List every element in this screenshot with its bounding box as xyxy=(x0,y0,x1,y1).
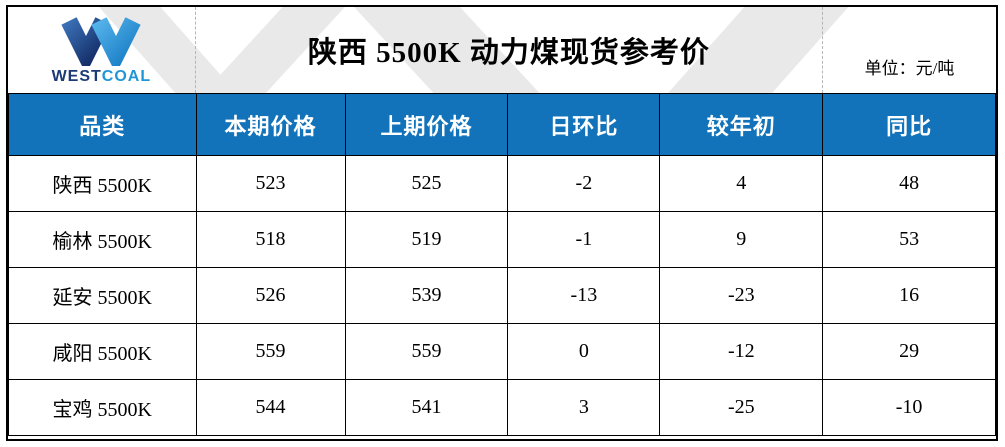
table-body: 陕西 5500K 523 525 -2 4 48 榆林 5500K 518 51… xyxy=(8,155,996,436)
cell-dod: -2 xyxy=(507,155,661,212)
cell-previous: 525 xyxy=(344,155,509,212)
brand-logo: WESTCOAL xyxy=(8,7,196,93)
cell-current: 544 xyxy=(195,379,346,436)
cell-yoy: -10 xyxy=(822,379,996,436)
column-header-ytd: 较年初 xyxy=(659,93,824,156)
unit-label: 单位：元/吨 xyxy=(864,59,955,78)
table-row: 咸阳 5500K 559 559 0 -12 29 xyxy=(8,323,996,380)
banner: WESTCOAL 陕西 5500K 动力煤现货参考价 单位：元/吨 xyxy=(8,7,996,93)
column-header-yoy: 同比 xyxy=(822,93,996,156)
brand-name-coal: COAL xyxy=(101,68,152,85)
cell-category: 延安 5500K xyxy=(8,267,197,324)
westcoal-logo-icon xyxy=(61,17,141,66)
report-card: WESTCOAL 陕西 5500K 动力煤现货参考价 单位：元/吨 品类 本期价… xyxy=(6,5,998,441)
cell-dod: -1 xyxy=(507,211,661,268)
header-row: 品类 本期价格 上期价格 日环比 较年初 同比 xyxy=(8,93,996,156)
brand-name-west: WEST xyxy=(51,68,102,85)
price-table: 品类 本期价格 上期价格 日环比 较年初 同比 陕西 5500K 523 525… xyxy=(8,93,996,436)
unit-area: 单位：元/吨 xyxy=(823,7,996,93)
page-title: 陕西 5500K 动力煤现货参考价 xyxy=(307,37,710,69)
cell-category: 陕西 5500K xyxy=(8,155,197,212)
cell-previous: 539 xyxy=(344,267,509,324)
cell-current: 518 xyxy=(195,211,346,268)
cell-category: 宝鸡 5500K xyxy=(8,379,197,436)
column-header-dod: 日环比 xyxy=(507,93,661,156)
column-header-category: 品类 xyxy=(8,93,197,156)
cell-previous: 519 xyxy=(344,211,509,268)
cell-category: 榆林 5500K xyxy=(8,211,197,268)
column-header-current: 本期价格 xyxy=(195,93,346,156)
cell-dod: -13 xyxy=(507,267,661,324)
brand-name: WESTCOAL xyxy=(52,68,152,86)
cell-ytd: 9 xyxy=(659,211,824,268)
cell-ytd: 4 xyxy=(659,155,824,212)
table-row: 陕西 5500K 523 525 -2 4 48 xyxy=(8,155,996,212)
table-row: 延安 5500K 526 539 -13 -23 16 xyxy=(8,267,996,324)
cell-previous: 559 xyxy=(344,323,509,380)
cell-dod: 3 xyxy=(507,379,661,436)
cell-category: 咸阳 5500K xyxy=(8,323,197,380)
table-header: 品类 本期价格 上期价格 日环比 较年初 同比 xyxy=(8,93,996,156)
cell-ytd: -12 xyxy=(659,323,824,380)
cell-previous: 541 xyxy=(344,379,509,436)
cell-current: 523 xyxy=(195,155,346,212)
cell-yoy: 53 xyxy=(822,211,996,268)
cell-yoy: 16 xyxy=(822,267,996,324)
cell-current: 559 xyxy=(195,323,346,380)
column-header-previous: 上期价格 xyxy=(344,93,509,156)
title-area: 陕西 5500K 动力煤现货参考价 xyxy=(196,7,824,93)
table-row: 宝鸡 5500K 544 541 3 -25 -10 xyxy=(8,379,996,436)
table-row: 榆林 5500K 518 519 -1 9 53 xyxy=(8,211,996,268)
cell-yoy: 29 xyxy=(822,323,996,380)
cell-ytd: -23 xyxy=(659,267,824,324)
cell-dod: 0 xyxy=(507,323,661,380)
cell-yoy: 48 xyxy=(822,155,996,212)
cell-ytd: -25 xyxy=(659,379,824,436)
cell-current: 526 xyxy=(195,267,346,324)
